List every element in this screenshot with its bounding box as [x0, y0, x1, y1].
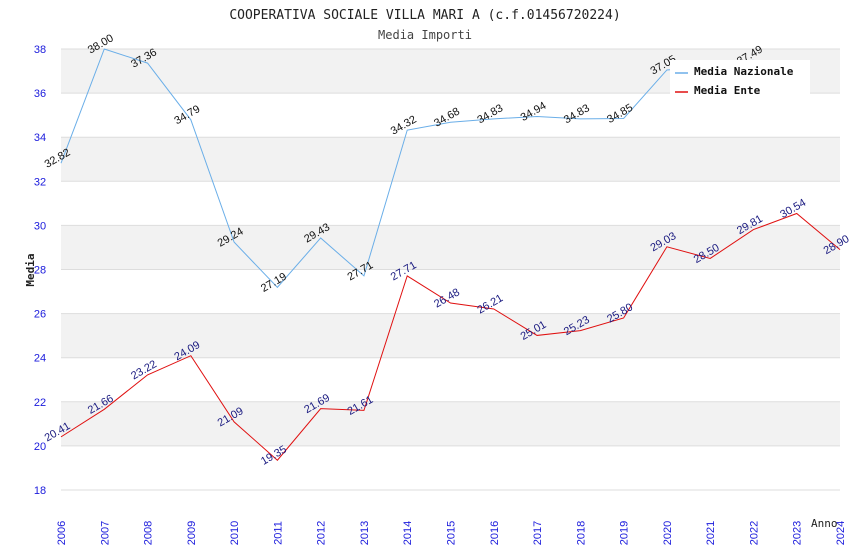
x-tick-2023: 2023 — [792, 521, 804, 545]
x-tick-2014: 2014 — [402, 521, 414, 545]
data-label-s1-2015: 26.48 — [432, 286, 462, 310]
y-tick-38: 38 — [34, 44, 46, 56]
band-20 — [61, 401, 840, 446]
x-tick-2017: 2017 — [532, 521, 544, 545]
y-tick-24: 24 — [34, 353, 46, 365]
data-label-s0-2011: 27.19 — [259, 271, 289, 295]
data-label-s0-2017: 34.94 — [519, 100, 549, 124]
x-tick-2019: 2019 — [619, 521, 631, 545]
data-label-s0-2016: 34.83 — [475, 102, 505, 126]
gridlines — [61, 48, 840, 491]
data-label-s0-2018: 34.83 — [562, 102, 592, 126]
y-tick-32: 32 — [34, 176, 46, 188]
x-tick-2011: 2011 — [272, 521, 284, 545]
legend-box — [670, 60, 810, 96]
y-tick-18: 18 — [34, 485, 46, 497]
y-axis-ticks: 18 20 22 24 26 28 30 32 34 36 38 — [34, 44, 46, 497]
x-tick-2018: 2018 — [575, 521, 587, 545]
data-label-s0-2014: 34.32 — [389, 113, 419, 137]
band-32 — [61, 137, 840, 182]
x-tick-2013: 2013 — [359, 521, 371, 545]
x-tick-2021: 2021 — [705, 521, 717, 545]
x-tick-2009: 2009 — [186, 521, 198, 545]
x-tick-2006: 2006 — [56, 521, 68, 545]
y-tick-36: 36 — [34, 88, 46, 100]
plot-background-bands — [61, 49, 840, 446]
band-24 — [61, 313, 840, 358]
legend: Media Nazionale Media Ente — [670, 60, 810, 97]
y-tick-28: 28 — [34, 265, 46, 277]
data-label-s0-2015: 34.68 — [432, 106, 462, 130]
x-tick-2024: 2024 — [835, 521, 847, 545]
data-label-s1-2011: 19.35 — [259, 444, 289, 468]
series-line-1 — [60, 212, 841, 461]
x-tick-2008: 2008 — [143, 521, 155, 545]
data-label-s0-2019: 34.85 — [605, 102, 635, 126]
y-tick-30: 30 — [34, 220, 46, 232]
x-tick-2016: 2016 — [489, 521, 501, 545]
x-axis-label: Anno — [811, 517, 838, 530]
y-axis-label: Media — [24, 253, 37, 286]
y-tick-22: 22 — [34, 397, 46, 409]
y-tick-26: 26 — [34, 309, 46, 321]
data-label-s1-2008: 23.22 — [129, 358, 159, 382]
series-lines — [60, 48, 841, 461]
x-tick-2020: 2020 — [662, 521, 674, 545]
data-label-s0-2009: 34.79 — [172, 103, 202, 127]
legend-label-nazionale: Media Nazionale — [694, 65, 794, 78]
chart-title: COOPERATIVA SOCIALE VILLA MARI A (c.f.01… — [229, 8, 620, 23]
x-tick-2012: 2012 — [316, 521, 328, 545]
x-tick-2022: 2022 — [748, 521, 760, 545]
x-axis-ticks: 2006 2007 2008 2009 2010 2011 2012 2013 2014 2015… — [56, 521, 847, 545]
y-tick-20: 20 — [34, 441, 46, 453]
data-label-s1-2023: 30.54 — [778, 197, 808, 221]
chart-subtitle: Media Importi — [378, 28, 472, 42]
band-28 — [61, 225, 840, 270]
x-tick-2007: 2007 — [99, 521, 111, 545]
y-tick-34: 34 — [34, 132, 46, 144]
series-line-0 — [60, 48, 754, 289]
x-tick-2015: 2015 — [446, 521, 458, 545]
legend-label-ente: Media Ente — [694, 84, 761, 97]
x-tick-2010: 2010 — [229, 521, 241, 545]
